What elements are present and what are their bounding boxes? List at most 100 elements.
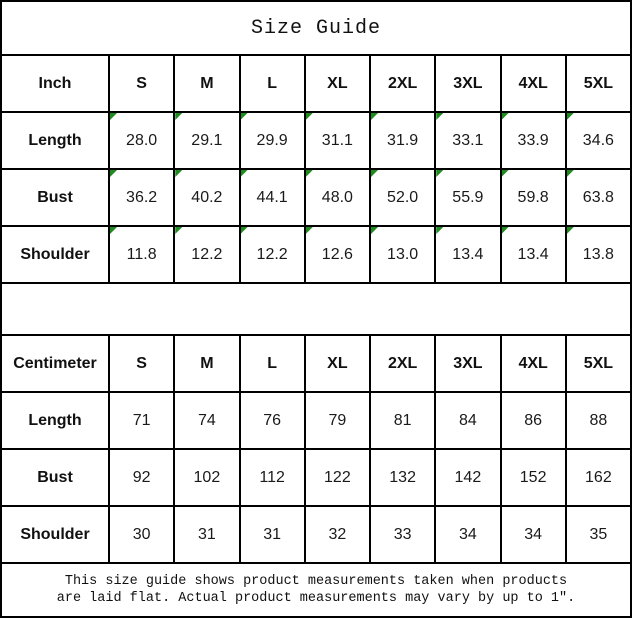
size-header-cell: S	[110, 336, 174, 391]
value-cell: 79	[305, 393, 369, 448]
value-cell: 29.1	[175, 113, 239, 168]
value-cell: 34.6	[566, 113, 630, 168]
value-cell: 84	[436, 393, 500, 448]
value-cell: 132	[371, 450, 435, 505]
size-header-cell: XL	[305, 56, 369, 111]
centimeter-table: Centimeter S M L XL 2XL 3XL 4XL 5XL Length 71 74 76 7…	[2, 336, 630, 562]
green-corner-indicator-icon	[305, 227, 313, 234]
value-cell: 30	[110, 507, 174, 562]
size-header-cell: 3XL	[436, 336, 500, 391]
value-cell: 29.9	[240, 113, 304, 168]
page-title: Size Guide	[250, 16, 382, 40]
size-header-cell: L	[240, 56, 304, 111]
footer-note: This size guide shows product measuremen…	[2, 564, 630, 616]
value-cell: 13.4	[436, 227, 500, 282]
green-corner-indicator-icon	[566, 170, 574, 177]
green-corner-indicator-icon	[175, 227, 183, 234]
green-corner-indicator-icon	[501, 113, 509, 120]
size-header-cell: S	[110, 56, 174, 111]
value-cell: 59.8	[501, 170, 565, 225]
value-cell: 55.9	[436, 170, 500, 225]
size-header-cell: 4XL	[501, 56, 565, 111]
size-header-cell: 4XL	[501, 336, 565, 391]
value-cell: 81	[371, 393, 435, 448]
row-label-cell: Shoulder	[2, 507, 108, 562]
size-header-cell: L	[240, 336, 304, 391]
value-cell: 28.0	[110, 113, 174, 168]
value-cell: 33	[371, 507, 435, 562]
green-corner-indicator-icon	[240, 113, 248, 120]
value-cell: 48.0	[305, 170, 369, 225]
footer-line-2: are laid flat. Actual product measuremen…	[56, 591, 576, 606]
green-corner-indicator-icon	[175, 170, 183, 177]
row-label-cell: Length	[2, 393, 108, 448]
unit-header-cell: Inch	[2, 56, 108, 111]
value-cell: 35	[566, 507, 630, 562]
size-header-cell: 5XL	[566, 336, 630, 391]
footer-line-1: This size guide shows product measuremen…	[64, 574, 568, 589]
value-cell: 12.2	[240, 227, 304, 282]
value-cell: 44.1	[240, 170, 304, 225]
value-cell: 13.8	[566, 227, 630, 282]
green-corner-indicator-icon	[501, 227, 509, 234]
green-corner-indicator-icon	[240, 227, 248, 234]
value-cell: 122	[305, 450, 369, 505]
value-cell: 86	[501, 393, 565, 448]
value-cell: 13.0	[371, 227, 435, 282]
value-cell: 52.0	[371, 170, 435, 225]
value-cell: 32	[305, 507, 369, 562]
value-cell: 12.2	[175, 227, 239, 282]
value-cell: 71	[110, 393, 174, 448]
green-corner-indicator-icon	[371, 170, 378, 177]
value-cell: 63.8	[566, 170, 630, 225]
green-corner-indicator-icon	[371, 113, 378, 120]
row-label-cell: Bust	[2, 170, 108, 225]
green-corner-indicator-icon	[175, 113, 183, 120]
title-row: Size Guide	[2, 2, 630, 54]
green-corner-indicator-icon	[305, 170, 313, 177]
row-label-cell: Bust	[2, 450, 108, 505]
green-corner-indicator-icon	[566, 227, 574, 234]
row-label-cell: Length	[2, 113, 108, 168]
size-header-cell: 3XL	[436, 56, 500, 111]
value-cell: 11.8	[110, 227, 174, 282]
size-header-cell: M	[175, 56, 239, 111]
value-cell: 74	[175, 393, 239, 448]
value-cell: 152	[501, 450, 565, 505]
value-cell: 31.1	[305, 113, 369, 168]
value-cell: 112	[240, 450, 304, 505]
inch-table: Inch S M L XL 2XL 3XL 4XL 5XL Length 28.0 29.1 29.9 3…	[2, 56, 630, 282]
green-corner-indicator-icon	[436, 170, 444, 177]
green-corner-indicator-icon	[436, 113, 444, 120]
value-cell: 36.2	[110, 170, 174, 225]
green-corner-indicator-icon	[110, 227, 117, 234]
value-cell: 31	[175, 507, 239, 562]
green-corner-indicator-icon	[110, 113, 117, 120]
value-cell: 34	[436, 507, 500, 562]
value-cell: 76	[240, 393, 304, 448]
value-cell: 33.9	[501, 113, 565, 168]
value-cell: 12.6	[305, 227, 369, 282]
size-header-cell: 5XL	[566, 56, 630, 111]
value-cell: 31.9	[371, 113, 435, 168]
value-cell: 33.1	[436, 113, 500, 168]
spacer-row	[2, 284, 630, 334]
value-cell: 31	[240, 507, 304, 562]
value-cell: 92	[110, 450, 174, 505]
size-header-cell: M	[175, 336, 239, 391]
size-header-cell: 2XL	[371, 56, 435, 111]
green-corner-indicator-icon	[566, 113, 574, 120]
value-cell: 162	[566, 450, 630, 505]
row-label-cell: Shoulder	[2, 227, 108, 282]
value-cell: 40.2	[175, 170, 239, 225]
unit-header-cell: Centimeter	[2, 336, 108, 391]
value-cell: 34	[501, 507, 565, 562]
green-corner-indicator-icon	[371, 227, 378, 234]
size-header-cell: 2XL	[371, 336, 435, 391]
green-corner-indicator-icon	[110, 170, 117, 177]
value-cell: 102	[175, 450, 239, 505]
size-header-cell: XL	[305, 336, 369, 391]
green-corner-indicator-icon	[305, 113, 313, 120]
green-corner-indicator-icon	[240, 170, 248, 177]
